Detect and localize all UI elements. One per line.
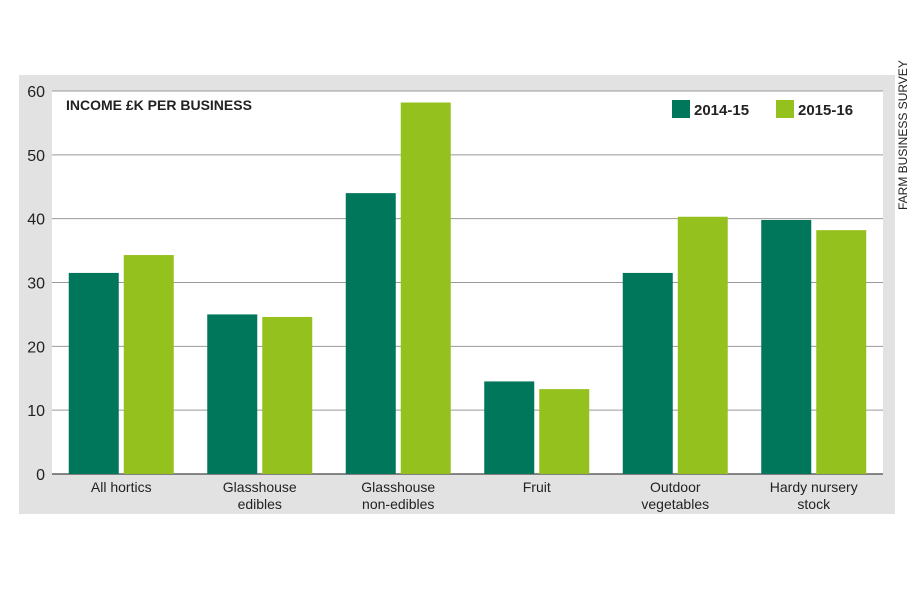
x-category-label: Glasshouse edibles <box>223 479 297 512</box>
gridlines <box>52 90 883 475</box>
y-tick-label: 40 <box>27 212 45 229</box>
legend-label: 2014-15 <box>694 102 749 119</box>
y-tick-label: 30 <box>27 276 45 293</box>
x-category-label: Fruit <box>523 479 551 495</box>
x-category-label: Outdoor vegetables <box>641 479 709 512</box>
bar-2015-16 <box>816 230 867 474</box>
bar-2014-15 <box>345 193 396 474</box>
y-tick-label: 50 <box>27 148 45 165</box>
bar-2014-15 <box>761 219 812 474</box>
source-label: FARM BUSINESS SURVEY <box>896 60 910 210</box>
bar-2014-15 <box>207 314 258 474</box>
bar-2015-16 <box>123 255 174 474</box>
y-tick-label: 0 <box>36 467 45 484</box>
legend-label: 2015-16 <box>798 102 853 119</box>
legend-swatch <box>672 100 690 118</box>
bar-2014-15 <box>622 272 673 474</box>
bar-2015-16 <box>677 216 728 475</box>
y-tick-label: 60 <box>27 84 45 101</box>
y-axis-ticks: 0 10 20 30 40 50 60 <box>27 84 45 484</box>
bar-2015-16 <box>400 102 451 475</box>
legend: 2014-15 2015-16 <box>672 100 853 119</box>
x-axis-labels: All hortics Glasshouse edibles Glasshouse no… <box>91 479 858 512</box>
bar-2015-16 <box>539 389 590 474</box>
bar-2014-15 <box>68 272 119 474</box>
y-tick-label: 20 <box>27 339 45 356</box>
y-tick-label: 10 <box>27 403 45 420</box>
x-category-label: All hortics <box>91 479 152 495</box>
chart-title: INCOME £K PER BUSINESS <box>66 97 252 113</box>
legend-swatch <box>776 100 794 118</box>
x-category-label: Glasshouse non-edibles <box>361 479 435 512</box>
bar-2015-16 <box>262 316 313 474</box>
bars <box>68 102 867 475</box>
bar-2014-15 <box>484 381 535 474</box>
x-category-label: Hardy nursery stock <box>770 479 858 512</box>
